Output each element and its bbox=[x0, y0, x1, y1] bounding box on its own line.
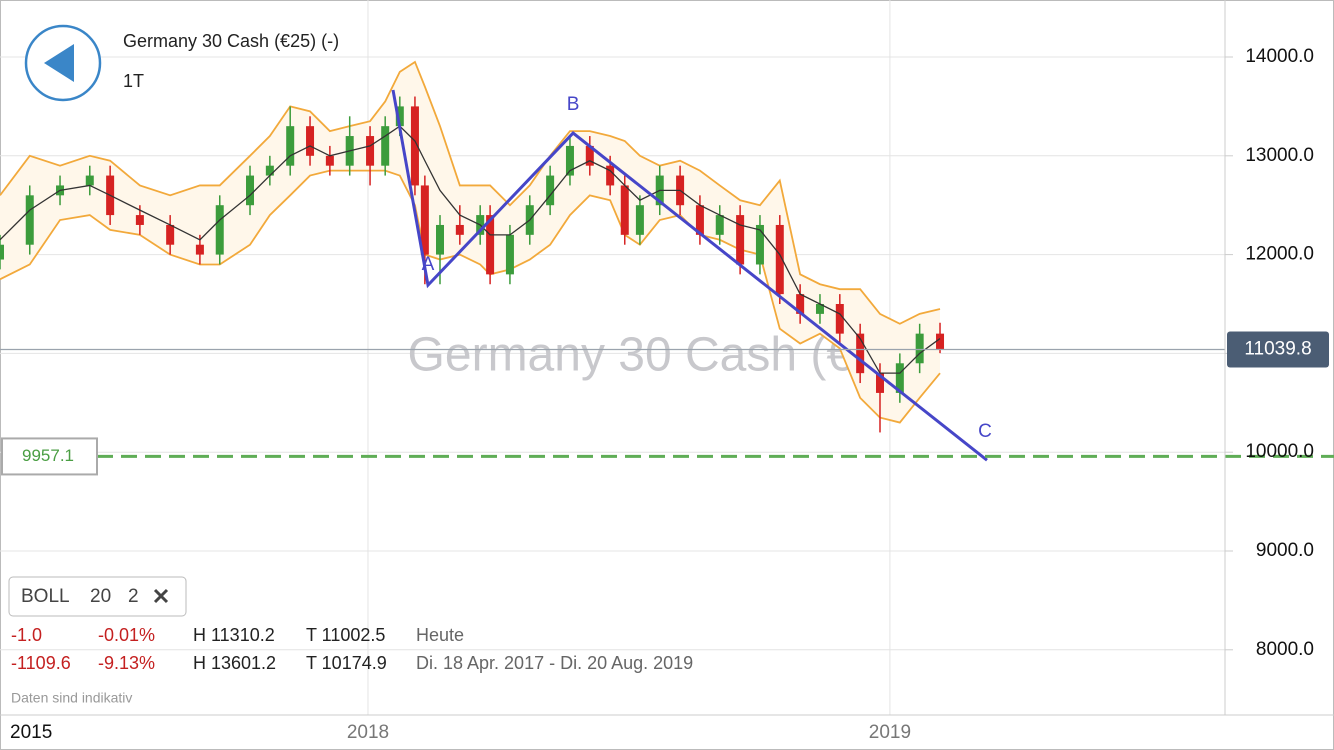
info-text: -1.0 bbox=[11, 625, 42, 645]
remove-icon[interactable] bbox=[153, 588, 169, 604]
candle-body bbox=[195, 244, 204, 255]
info-text: -9.13% bbox=[98, 653, 155, 673]
middle-band bbox=[0, 125, 941, 374]
upper-band bbox=[0, 60, 941, 325]
current-price-box bbox=[1227, 331, 1329, 368]
indicator-box[interactable] bbox=[8, 576, 187, 617]
candle-body bbox=[246, 175, 255, 206]
candle-body bbox=[265, 165, 274, 176]
candle-body bbox=[775, 224, 784, 295]
candle-body bbox=[135, 215, 144, 225]
candle-body bbox=[895, 363, 904, 393]
indicator-deviation: 2 bbox=[128, 586, 139, 607]
info-text: Heute bbox=[416, 625, 464, 645]
candle-body bbox=[620, 185, 629, 235]
y-tick-label: 10000.0 bbox=[1245, 441, 1314, 462]
candle-body bbox=[815, 304, 824, 314]
back-icon[interactable] bbox=[44, 44, 74, 82]
candle-body bbox=[325, 155, 334, 166]
candle-body bbox=[381, 126, 390, 166]
indicator-chip[interactable]: BOLL 20 2 bbox=[8, 576, 187, 617]
candle-body bbox=[585, 145, 594, 166]
info-text: T 11002.5 bbox=[306, 625, 385, 645]
indicator-period: 20 bbox=[90, 586, 111, 607]
candle-body bbox=[306, 126, 315, 156]
info-text: T 10174.9 bbox=[306, 653, 387, 673]
wave-label: B bbox=[567, 94, 580, 115]
x-tick-label: 2019 bbox=[869, 722, 911, 743]
y-tick-label: 14000.0 bbox=[1245, 46, 1314, 67]
candle-body bbox=[606, 165, 615, 186]
current-price-label: 11039.8 bbox=[1244, 338, 1311, 359]
info-panel: -1.0 -0.01% H 11310.2 T 11002.5 Heute -1109.6… bbox=[11, 625, 693, 673]
candle-body bbox=[420, 185, 429, 255]
candle-body bbox=[796, 294, 805, 314]
candle-body bbox=[410, 106, 419, 186]
candle-body bbox=[455, 224, 464, 235]
y-tick-label: 13000.0 bbox=[1245, 145, 1314, 166]
info-text: H 13601.2 bbox=[193, 653, 276, 673]
candle-body bbox=[166, 224, 175, 245]
candle-body bbox=[835, 304, 844, 334]
candle-body bbox=[565, 145, 574, 176]
candle-body bbox=[286, 126, 295, 166]
info-text: -0.01% bbox=[98, 625, 155, 645]
wave-line bbox=[391, 89, 988, 462]
candle-body bbox=[856, 333, 865, 374]
candle-body bbox=[546, 175, 555, 206]
indicator-name: BOLL bbox=[21, 586, 70, 607]
back-button[interactable] bbox=[24, 24, 102, 102]
candle-body bbox=[755, 224, 764, 265]
alert-label: 9957.1 bbox=[22, 446, 74, 465]
candle-body bbox=[915, 333, 924, 364]
wave-label: A bbox=[422, 254, 435, 275]
wave-label: C bbox=[978, 421, 992, 442]
disclaimer: Daten sind indikativ bbox=[11, 690, 132, 706]
candle-body bbox=[875, 373, 884, 393]
candle-body bbox=[435, 224, 444, 255]
candle-body bbox=[85, 175, 94, 186]
info-text: -1109.6 bbox=[11, 653, 71, 673]
candle-body bbox=[486, 215, 495, 275]
info-text: H 11310.2 bbox=[193, 625, 275, 645]
y-tick-label: 12000.0 bbox=[1245, 244, 1314, 265]
y-tick-label: 9000.0 bbox=[1256, 540, 1314, 561]
plot bbox=[0, 60, 1334, 462]
candle-body bbox=[635, 205, 644, 235]
info-text: Di. 18 Apr. 2017 - Di. 20 Aug. 2019 bbox=[416, 653, 693, 673]
period-label: 2015 bbox=[10, 722, 52, 743]
candle-body bbox=[0, 244, 4, 260]
alert-box bbox=[1, 437, 98, 476]
candle-body bbox=[736, 215, 745, 265]
candle-body bbox=[505, 234, 514, 275]
candle-body bbox=[215, 205, 224, 255]
candle-body bbox=[936, 333, 945, 350]
candle-body bbox=[25, 195, 34, 245]
chart-title: Germany 30 Cash (€25) (-) bbox=[123, 31, 339, 51]
candle-body bbox=[715, 215, 724, 235]
y-tick-label: 8000.0 bbox=[1256, 639, 1314, 660]
timeframe: 1T bbox=[123, 71, 144, 91]
candle-body bbox=[695, 205, 704, 235]
candle-body bbox=[366, 136, 375, 166]
candle-body bbox=[395, 106, 404, 127]
x-tick-label: 2018 bbox=[347, 722, 389, 743]
